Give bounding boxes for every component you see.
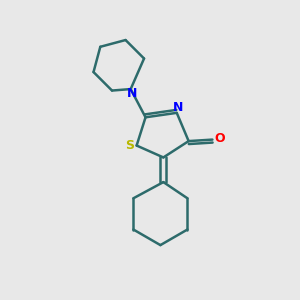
Text: N: N bbox=[173, 101, 183, 114]
Text: S: S bbox=[126, 139, 135, 152]
Text: N: N bbox=[127, 87, 137, 100]
Text: O: O bbox=[214, 132, 225, 145]
